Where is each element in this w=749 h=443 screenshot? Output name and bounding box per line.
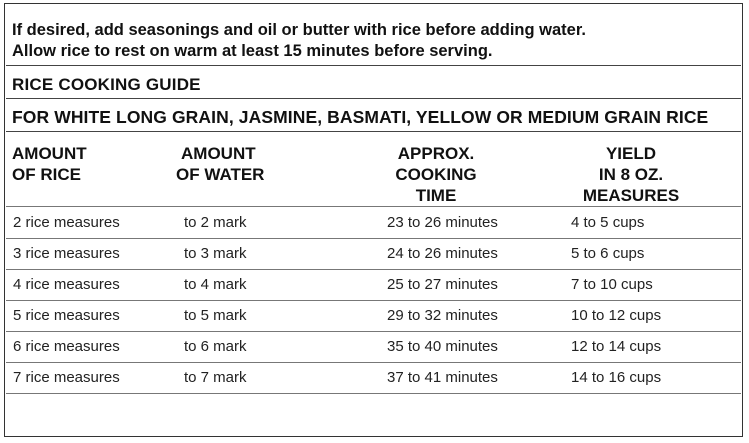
row-divider <box>6 269 741 270</box>
divider <box>6 131 741 132</box>
cell-water: to 4 mark <box>184 276 247 293</box>
cell-rice: 3 rice measures <box>13 245 120 262</box>
row-divider <box>6 206 741 207</box>
intro-line-2: Allow rice to rest on warm at least 15 m… <box>12 42 493 60</box>
row-divider <box>6 238 741 239</box>
cell-rice: 6 rice measures <box>13 338 120 355</box>
table-row: 4 rice measures to 4 mark 25 to 27 minut… <box>0 269 749 300</box>
cell-water: to 7 mark <box>184 369 247 386</box>
header-amount-of-water: AMOUNT OF WATER <box>176 143 264 185</box>
cell-yield: 12 to 14 cups <box>571 338 662 355</box>
cell-time: 25 to 27 minutes <box>387 276 498 293</box>
table-row: 6 rice measures to 6 mark 35 to 40 minut… <box>0 331 749 362</box>
header-line: OF WATER <box>176 165 265 184</box>
header-line: MEASURES <box>582 186 680 205</box>
cell-yield: 14 to 16 cups <box>571 369 662 386</box>
header-line: TIME <box>415 186 457 205</box>
cell-yield: 5 to 6 cups <box>571 245 645 262</box>
header-line: YIELD <box>605 144 657 163</box>
intro-line-1: If desired, add seasonings and oil or bu… <box>12 21 586 39</box>
cell-time: 23 to 26 minutes <box>387 214 498 231</box>
cell-rice: 5 rice measures <box>13 307 120 324</box>
table-row: 5 rice measures to 5 mark 29 to 32 minut… <box>0 300 749 331</box>
cell-time: 37 to 41 minutes <box>387 369 498 386</box>
row-divider <box>6 362 741 363</box>
cell-water: to 3 mark <box>184 245 247 262</box>
cell-yield: 7 to 10 cups <box>571 276 653 293</box>
row-divider <box>6 331 741 332</box>
cell-time: 29 to 32 minutes <box>387 307 498 324</box>
table-row: 3 rice measures to 3 mark 24 to 26 minut… <box>0 238 749 269</box>
table-row: 2 rice measures to 2 mark 23 to 26 minut… <box>0 207 749 238</box>
cell-rice: 7 rice measures <box>13 369 120 386</box>
header-line: COOKING <box>395 165 477 184</box>
divider <box>6 98 741 99</box>
cell-time: 35 to 40 minutes <box>387 338 498 355</box>
header-line: APPROX. <box>397 144 475 163</box>
header-line: OF RICE <box>12 165 81 184</box>
cell-yield: 4 to 5 cups <box>571 214 645 231</box>
intro-text: If desired, add seasonings and oil or bu… <box>12 20 586 62</box>
cell-time: 24 to 26 minutes <box>387 245 498 262</box>
row-divider <box>6 300 741 301</box>
cell-water: to 6 mark <box>184 338 247 355</box>
cell-yield: 10 to 12 cups <box>571 307 662 324</box>
table-row: 7 rice measures to 7 mark 37 to 41 minut… <box>0 362 749 393</box>
header-yield: YIELD IN 8 OZ. MEASURES <box>566 143 696 206</box>
header-line: AMOUNT <box>181 144 256 163</box>
cell-rice: 2 rice measures <box>13 214 120 231</box>
rice-types-heading: FOR WHITE LONG GRAIN, JASMINE, BASMATI, … <box>12 107 709 127</box>
cell-rice: 4 rice measures <box>13 276 120 293</box>
header-cooking-time: APPROX. COOKING TIME <box>376 143 496 206</box>
guide-title: RICE COOKING GUIDE <box>12 75 201 94</box>
guide-frame <box>4 3 743 437</box>
header-amount-of-rice: AMOUNT OF RICE <box>12 143 87 185</box>
row-divider <box>6 393 741 394</box>
cell-water: to 5 mark <box>184 307 247 324</box>
header-line: AMOUNT <box>12 144 87 163</box>
divider <box>6 65 741 66</box>
header-line: IN 8 OZ. <box>598 165 664 184</box>
cell-water: to 2 mark <box>184 214 247 231</box>
